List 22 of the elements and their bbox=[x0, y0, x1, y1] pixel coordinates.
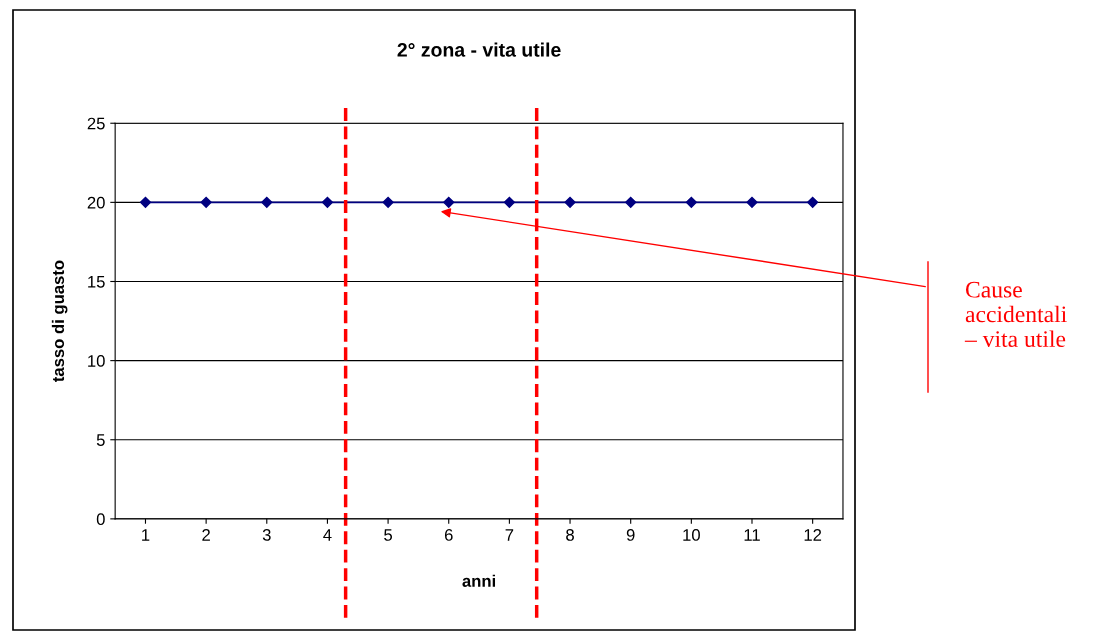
x-tick-label: 10 bbox=[683, 529, 700, 541]
x-tick-label: 6 bbox=[444, 529, 453, 541]
text: Cause accidentali – vita utile bbox=[964, 281, 1067, 347]
y-tick-label: 10 bbox=[88, 355, 105, 367]
x-tick-label: 12 bbox=[804, 529, 822, 541]
y-tick-label: 15 bbox=[88, 276, 105, 288]
x-tick-label: 5 bbox=[384, 529, 393, 541]
x-axis-title: anni bbox=[462, 574, 496, 587]
x-tick-label: 8 bbox=[566, 529, 574, 541]
y-tick-label: 0 bbox=[96, 513, 105, 526]
x-tick-label: 11 bbox=[744, 529, 760, 541]
chart-title: 2° zona - vita utile bbox=[397, 42, 561, 57]
x-tick-label: 4 bbox=[323, 529, 332, 541]
y-tick-label: 5 bbox=[96, 434, 105, 446]
y-axis-title: tasso di guasto bbox=[51, 260, 68, 382]
x-tick-label: 1 bbox=[142, 529, 150, 541]
x-tick-label: 3 bbox=[262, 529, 271, 541]
y-tick-label: 20 bbox=[87, 196, 105, 209]
x-tick-label: 2 bbox=[202, 529, 210, 541]
x-tick-label: 9 bbox=[626, 529, 635, 541]
x-tick-label: 7 bbox=[505, 529, 514, 541]
y-tick-label: 25 bbox=[87, 117, 105, 130]
